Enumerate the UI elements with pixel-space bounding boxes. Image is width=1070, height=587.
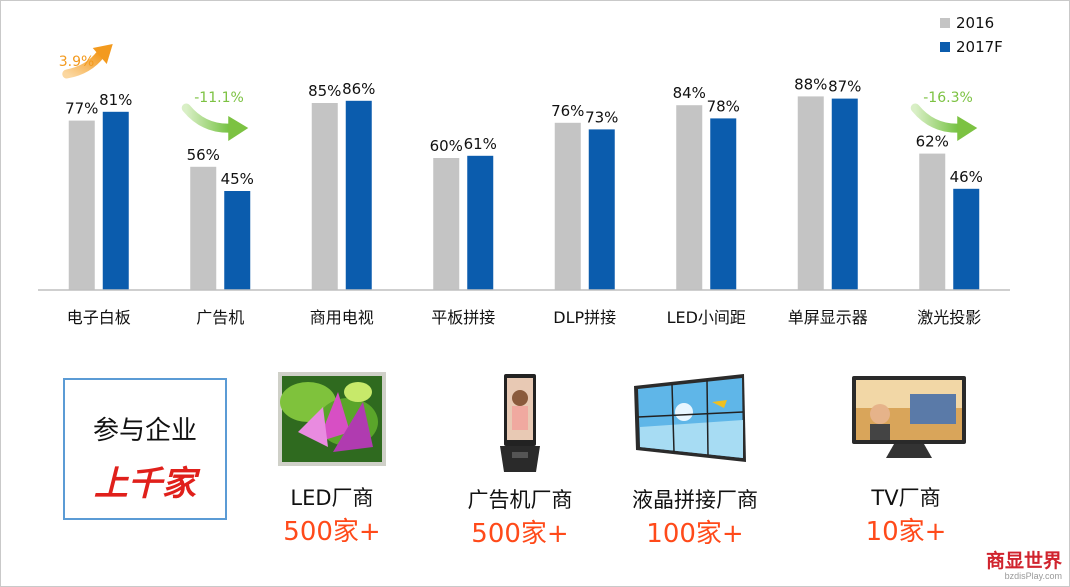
x-tick-label: 电子白板 — [67, 308, 131, 327]
x-tick-label: LED小间距 — [667, 308, 746, 327]
x-tick-label: 平板拼接 — [431, 308, 495, 327]
bar-label: 60% — [430, 137, 463, 155]
bar-label: 61% — [464, 135, 497, 153]
x-tick-label: 激光投影 — [917, 308, 981, 327]
bar-2017F-DLP拼接 — [588, 129, 615, 290]
product-count-video-wall: 100家+ — [646, 519, 744, 549]
trend-annotation-label: -11.1% — [194, 90, 244, 106]
legend-label-2017F: 2017F — [956, 38, 1003, 56]
trend-up-arrow — [62, 49, 106, 79]
bar-chart: 77% 81% 56%45% 85% 86% 60% 61% 76% 73% 84%78% 88% 8… — [38, 14, 1010, 327]
bar-label: 86% — [342, 80, 375, 98]
bar-label: 77% — [65, 100, 98, 118]
bar-2017F-单屏显示器 — [831, 98, 858, 290]
bar-label: 46% — [950, 168, 983, 186]
tv-image — [852, 376, 966, 458]
ad-kiosk-image — [500, 374, 540, 472]
watermark-logo: 商显世界 — [985, 550, 1062, 572]
x-tick-label: 商用电视 — [310, 308, 374, 327]
trend-annotation-label: 3.9% — [59, 54, 95, 70]
legend-swatch-2017F — [940, 42, 950, 52]
product-name-ad-kiosk: 广告机厂商 — [467, 488, 573, 512]
legend-swatch-2016 — [940, 18, 950, 28]
bar-label: 85% — [308, 82, 341, 100]
bar-2016-激光投影 — [919, 153, 946, 290]
callout-title: 参与企业 — [92, 416, 197, 446]
bar-2016-DLP拼接 — [554, 122, 581, 290]
x-tick-label: 广告机 — [196, 308, 244, 327]
bar-2017F-电子白板 — [102, 111, 129, 290]
participants-callout: 参与企业 上千家 — [63, 378, 227, 520]
legend-label-2016: 2016 — [956, 14, 994, 32]
watermark-url: bzdisPlay.com — [1004, 571, 1062, 581]
callout-highlight: 上千家 — [94, 464, 196, 504]
trend-annotation-label: -16.3% — [923, 90, 973, 106]
product-count-tv: 10家+ — [865, 517, 947, 547]
bar-2016-广告机 — [190, 166, 217, 290]
bar-label: 76% — [551, 102, 584, 120]
bar-2017F-商用电视 — [345, 100, 372, 290]
bar-2017F-平板拼接 — [467, 155, 494, 290]
trend-down-arrowhead — [957, 116, 978, 141]
bar-2016-电子白板 — [68, 120, 95, 290]
product-count-ad-kiosk: 500家+ — [471, 519, 569, 549]
product-name-led: LED厂商 — [290, 486, 374, 510]
video-wall-image — [634, 374, 746, 462]
bar-label: 78% — [707, 97, 740, 115]
watermark: 商显世界 bzdisPlay.com — [986, 546, 1062, 581]
bar-2016-单屏显示器 — [797, 96, 824, 291]
trend-down-arrowhead — [228, 116, 249, 141]
bar-2016-平板拼接 — [433, 158, 460, 290]
led-screen-image — [278, 372, 386, 466]
trend-up-arrowhead — [92, 44, 113, 64]
bar-label: 81% — [99, 91, 132, 109]
product-count-led: 500家+ — [283, 517, 381, 547]
bar-label: 87% — [828, 78, 861, 96]
bar-label: 56% — [187, 146, 220, 164]
bar-label: 73% — [585, 108, 618, 126]
trend-down-arrow — [910, 103, 966, 133]
bar-label: 62% — [916, 133, 949, 151]
x-tick-label: 单屏显示器 — [788, 308, 868, 327]
trend-down-arrow — [181, 103, 237, 133]
bar-2016-LED小间距 — [676, 105, 703, 290]
bar-label: 88% — [794, 75, 827, 93]
bar-2017F-激光投影 — [953, 188, 980, 290]
bar-label: 84% — [673, 84, 706, 102]
product-name-video-wall: 液晶拼接厂商 — [632, 488, 758, 512]
bar-2017F-LED小间距 — [710, 118, 737, 291]
bar-label: 45% — [221, 170, 254, 188]
x-tick-label: DLP拼接 — [553, 308, 616, 327]
product-name-tv: TV厂商 — [871, 486, 941, 510]
bar-2017F-广告机 — [224, 191, 251, 290]
bar-2016-商用电视 — [311, 103, 338, 290]
